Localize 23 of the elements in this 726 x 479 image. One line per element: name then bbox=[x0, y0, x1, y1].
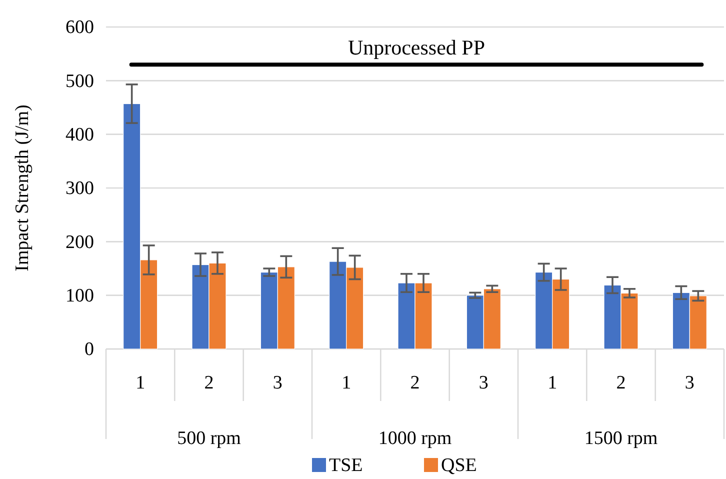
legend-label: TSE bbox=[329, 455, 363, 476]
y-tick-label: 300 bbox=[66, 178, 94, 200]
x-tick-label: 2 bbox=[204, 372, 214, 394]
x-tick-label: 1 bbox=[342, 372, 352, 394]
x-tick-label: 2 bbox=[410, 372, 420, 394]
x-tick-label: 3 bbox=[478, 372, 488, 394]
x-tick-label: 1 bbox=[136, 372, 146, 394]
y-tick-label: 500 bbox=[66, 70, 94, 92]
y-axis-title: Impact Strength (J/m) bbox=[12, 104, 33, 272]
text: 1500 rpm bbox=[584, 428, 658, 449]
x-tick-label: 3 bbox=[272, 372, 282, 394]
y-tick-label: 600 bbox=[66, 17, 94, 38]
y-tick-label: 200 bbox=[66, 232, 94, 253]
y-tick-label: 0 bbox=[84, 339, 94, 360]
text: 500 rpm bbox=[177, 428, 242, 449]
x-tick-label: 3 bbox=[684, 372, 694, 394]
legend-label: QSE bbox=[441, 455, 477, 476]
y-tick-label: 400 bbox=[66, 124, 94, 146]
y-tick-label: 100 bbox=[66, 285, 94, 306]
text: 1000 rpm bbox=[378, 428, 452, 449]
x-tick-label: 1 bbox=[548, 372, 558, 394]
x-tick-label: 2 bbox=[616, 372, 626, 394]
ref-line-label: Unprocessed PP bbox=[348, 36, 486, 60]
